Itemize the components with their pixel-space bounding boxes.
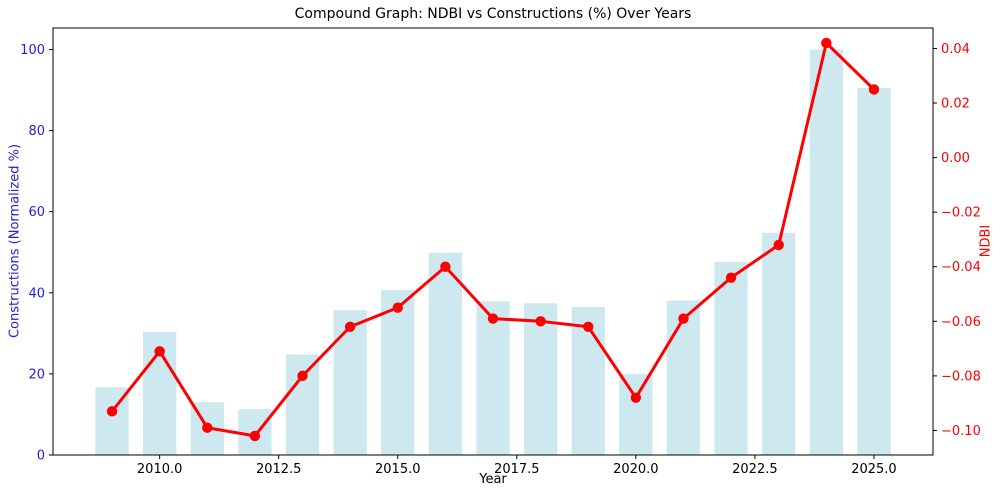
line-point	[678, 313, 689, 324]
x-axis-label: Year	[479, 472, 507, 487]
y-left-tick-label: 100	[20, 43, 45, 58]
x-tick-label: 2020.0	[613, 462, 659, 477]
bar	[857, 88, 891, 455]
line-point	[868, 84, 880, 95]
bar	[333, 310, 367, 455]
x-tick-label: 2012.5	[256, 462, 302, 477]
line-point	[249, 430, 261, 442]
line-point	[440, 261, 451, 272]
y-right-tick-label: 0.04	[941, 42, 970, 57]
bar	[714, 261, 748, 455]
bar	[666, 300, 701, 455]
bar	[762, 232, 796, 455]
x-tick-label: 2025.0	[851, 462, 897, 477]
line-point	[344, 321, 356, 332]
bar	[285, 354, 320, 455]
y-right-tick-label: 0.00	[941, 151, 970, 166]
line-point	[821, 37, 832, 49]
y-right-tick-label: −0.10	[941, 424, 981, 439]
bar	[809, 49, 843, 455]
line-point	[297, 370, 308, 382]
line-point	[392, 302, 403, 313]
line-point	[106, 406, 118, 417]
y-right-tick-label: −0.08	[941, 369, 981, 384]
y-left-tick-label: 40	[28, 286, 45, 301]
bar	[428, 252, 463, 455]
x-tick-label: 2010.0	[137, 462, 183, 477]
chart-title: Compound Graph: NDBI vs Constructions (%…	[294, 6, 692, 22]
x-tick-label: 2022.5	[732, 462, 778, 477]
x-tick-label: 2015.0	[375, 462, 421, 477]
y-right-tick-label: −0.06	[941, 315, 981, 330]
line-point	[202, 422, 213, 433]
plot-border	[52, 27, 934, 456]
bar	[476, 301, 510, 455]
bar	[381, 289, 415, 455]
line-point	[535, 316, 546, 327]
line-point	[773, 239, 784, 251]
y-left-tick-label: 60	[28, 205, 45, 220]
y-left-tick-label: 0	[37, 449, 45, 464]
line-point	[154, 346, 165, 357]
bar	[523, 303, 558, 455]
y-right-tick-label: −0.04	[941, 260, 981, 275]
y-right-tick-label: −0.02	[941, 206, 981, 221]
line-point	[487, 313, 499, 324]
y-left-tick-label: 20	[28, 367, 45, 382]
bar	[619, 373, 653, 455]
line-point	[583, 321, 594, 332]
x-tick-label: 2017.5	[494, 462, 540, 477]
y-left-tick-label: 80	[28, 124, 45, 139]
y-right-tick-label: 0.02	[941, 97, 970, 112]
line-point	[725, 272, 737, 283]
line-point	[630, 392, 642, 403]
